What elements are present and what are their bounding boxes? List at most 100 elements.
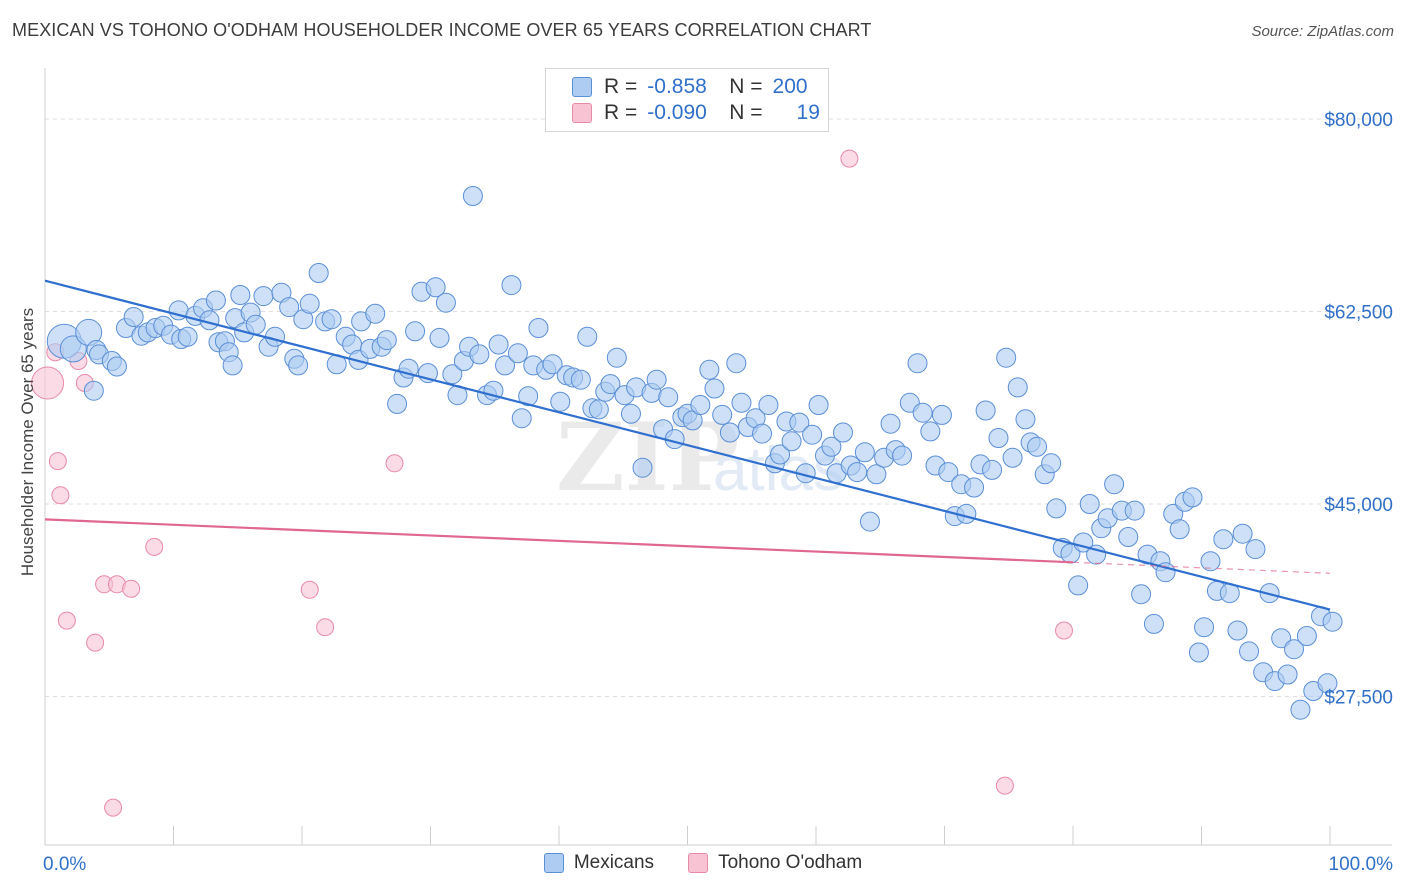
y-tick-label: $62,500 [1324, 303, 1393, 324]
mexican-point [1118, 527, 1139, 547]
mexican-point [996, 347, 1017, 368]
legend-n-value: 200 [772, 75, 808, 98]
mexican-point [731, 392, 752, 413]
mexican-point [83, 380, 104, 401]
mexican-point [1068, 575, 1089, 596]
tohono-points [31, 149, 1074, 817]
mexican-point [821, 436, 842, 457]
mexican-point [1131, 584, 1152, 605]
mexican-point [279, 297, 300, 318]
mexican-point [1277, 664, 1298, 685]
mexican-point [245, 314, 266, 335]
mexican-points [46, 186, 1343, 720]
mexican-point [752, 423, 773, 444]
mexican-point [442, 364, 463, 385]
legend-n-label: N = [729, 101, 763, 124]
mexican-point [892, 445, 913, 466]
mexican-point [859, 511, 880, 532]
mexican-point [620, 403, 641, 424]
tohono-point [145, 537, 164, 556]
legend-r-label: R = [604, 75, 638, 98]
legend-n-value: 19 [796, 101, 820, 124]
mexican-point [1007, 377, 1028, 398]
mexican-point [542, 354, 563, 375]
y-tick-labels: $80,000 $62,500 $45,000 $27,500 [1324, 110, 1393, 709]
mexican-point [483, 380, 504, 401]
mexican-point [469, 344, 490, 365]
mexican-point [1232, 523, 1253, 544]
tohono-point [385, 454, 404, 473]
axes [44, 68, 1392, 846]
mexican-point [690, 395, 711, 415]
mexican-point [507, 343, 528, 364]
tohono-point [86, 633, 105, 652]
mexican-point [376, 330, 397, 351]
mexican-point [699, 359, 720, 380]
mexican-point [308, 263, 329, 283]
mexican-point [588, 399, 609, 420]
mexican-point [511, 408, 532, 429]
tohono-point [48, 452, 67, 471]
mexican-point [1194, 617, 1215, 638]
legend-row-tohono: R = -0.090 N = 19 [572, 100, 820, 126]
tohono-trend-extension [1072, 561, 1331, 574]
mexican-point [435, 292, 456, 313]
chart-title: MEXICAN VS TOHONO O'ODHAM HOUSEHOLDER IN… [12, 20, 872, 40]
mexican-point [854, 442, 875, 463]
legend-item-tohono: Tohono O'odham [688, 852, 862, 874]
mexican-point [177, 326, 198, 347]
legend-swatch-blue [543, 853, 564, 873]
mexican-point [405, 321, 426, 342]
mexican-point [770, 444, 791, 465]
mexican-point [658, 387, 679, 408]
mexican-point [1296, 626, 1317, 646]
y-tick-label: $45,000 [1324, 495, 1393, 516]
mexican-point [606, 347, 627, 368]
mexican-point [866, 464, 887, 485]
mexican-point [1271, 628, 1292, 649]
mexican-point [847, 462, 868, 483]
trend-lines [44, 279, 1331, 611]
watermark-zip: ZIP [556, 403, 739, 513]
mexican-point [646, 369, 667, 390]
mexican-point [570, 369, 591, 390]
x-tick-label: 0.0% [43, 854, 86, 875]
tohono-point [316, 618, 335, 637]
mexican-point [1213, 529, 1234, 550]
mexican-point [1227, 620, 1248, 641]
mexican-point [495, 355, 516, 376]
legend-label-tohono: Tohono O'odham [718, 852, 863, 873]
mexican-point [931, 404, 952, 425]
mexican-point [726, 353, 747, 374]
mexican-point [1002, 447, 1023, 468]
mexican-point [365, 303, 386, 324]
mexican-point [832, 422, 853, 443]
mexican-point [982, 459, 1003, 480]
mexican-point [964, 477, 985, 498]
tohono-point [122, 579, 141, 598]
mexican-point [425, 277, 446, 298]
mexican-point [288, 355, 309, 376]
mexican-point [1182, 487, 1203, 508]
mexican-point [920, 421, 941, 442]
legend-label-mexicans: Mexicans [573, 852, 655, 873]
mexican-point [387, 393, 408, 414]
mexican-point [1027, 436, 1048, 457]
legend-swatch-blue [572, 77, 592, 97]
mexican-point [912, 402, 933, 423]
mexican-point [758, 395, 779, 415]
mexican-point [1290, 699, 1311, 720]
mexican-point [808, 395, 829, 415]
mexican-point [712, 404, 733, 425]
mexican-point [988, 428, 1009, 448]
mexican-point [880, 413, 901, 434]
tohono-point [31, 366, 65, 400]
legend-swatch-pink [688, 853, 709, 873]
legend-r-label: R = [604, 101, 638, 124]
x-tick-label: 100.0% [1329, 854, 1394, 875]
x-tick-labels: 0.0% 100.0% [43, 854, 1393, 875]
mexican-point [1317, 673, 1338, 694]
tohono-point [57, 611, 76, 630]
mexican-point [1239, 641, 1260, 662]
mexican-point [1015, 409, 1036, 430]
